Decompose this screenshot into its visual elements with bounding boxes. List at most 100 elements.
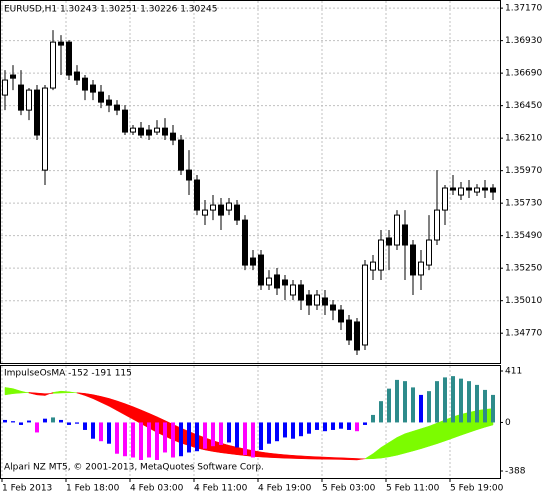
candle-body	[178, 139, 184, 171]
histogram-bar	[75, 422, 79, 424]
histogram-bar	[339, 422, 343, 429]
candle-body	[306, 294, 312, 306]
candle-body	[266, 277, 272, 286]
histogram-bar	[387, 388, 391, 423]
histogram-bar	[43, 418, 47, 423]
y-tick-label: 1.36450	[505, 101, 542, 111]
histogram-bar	[115, 422, 119, 454]
histogram-bar	[363, 422, 367, 425]
y-tick-label: 1.35970	[505, 166, 542, 176]
main-frame	[0, 0, 501, 364]
histogram-bar	[211, 422, 215, 447]
band-segment	[348, 457, 358, 461]
histogram-bar	[91, 422, 95, 439]
histogram-bar	[451, 376, 455, 423]
candle-body	[434, 209, 440, 241]
candle-body	[138, 127, 144, 136]
y-tick-label: 1.34770	[505, 329, 542, 339]
candle-body	[394, 214, 400, 246]
candle-body	[482, 187, 488, 191]
histogram-bar	[67, 422, 71, 425]
histogram-bar	[395, 379, 399, 423]
candle-body	[146, 129, 152, 136]
candle-body	[58, 41, 64, 46]
candle-body	[410, 244, 416, 276]
candle-body	[82, 77, 88, 91]
band-segment	[276, 453, 286, 459]
histogram-bar	[483, 389, 487, 423]
histogram-bar	[219, 422, 223, 445]
band-segment	[268, 452, 278, 459]
candle-body	[282, 279, 288, 286]
histogram-bar	[307, 422, 311, 434]
x-tick-label: 1 Feb 18:00	[66, 484, 120, 494]
histogram-bar	[99, 422, 103, 442]
band-segment	[4, 387, 14, 396]
y-tick-label: 1.36690	[505, 69, 542, 79]
candle-body	[466, 187, 472, 191]
histogram-bar	[139, 422, 143, 460]
histogram-bar	[379, 401, 383, 423]
marks	[2, 30, 496, 461]
band-segment	[292, 455, 302, 459]
band-segment	[300, 455, 310, 460]
band-segment	[316, 456, 326, 460]
candle-body	[322, 297, 328, 306]
histogram-bar	[259, 422, 263, 450]
histogram-bar	[11, 421, 15, 423]
candle-body	[298, 284, 304, 301]
band-segment	[404, 430, 414, 454]
candle-body	[202, 209, 208, 216]
candle-body	[290, 284, 296, 296]
candle-body	[42, 87, 48, 171]
candle-body	[226, 202, 232, 211]
x-tick-label: 5 Feb 11:00	[386, 484, 440, 494]
candle-body	[442, 187, 448, 211]
band-segment	[308, 456, 318, 460]
candle-body	[338, 309, 344, 323]
y-tick-label: 1.36210	[505, 134, 542, 144]
y-tick-label: 1.35250	[505, 264, 542, 274]
sub-frame	[0, 365, 501, 479]
histogram-bar	[27, 420, 31, 423]
candle-body	[386, 237, 392, 246]
candle-body	[186, 169, 192, 181]
candle-body	[490, 187, 496, 193]
candle-body	[330, 304, 336, 311]
candle-body	[26, 89, 32, 111]
histogram-bar	[411, 387, 415, 423]
histogram-bar	[467, 381, 471, 423]
candle-body	[362, 264, 368, 346]
histogram-bar	[51, 417, 55, 423]
band-segment	[340, 457, 350, 460]
band-segment	[420, 425, 430, 450]
histogram-bar	[403, 381, 407, 423]
histogram-bar	[19, 422, 23, 425]
candle-body	[354, 321, 360, 351]
candle-body	[170, 132, 176, 141]
candle-body	[234, 204, 240, 221]
candle-body	[154, 127, 160, 133]
y-tick-label: 1.35010	[505, 296, 542, 306]
indicator-title: ImpulseOsMA -152 -191 115	[4, 369, 132, 379]
grid: 1.37170 1.36930 1.36690 1.36450 1.36210 1.359…	[1, 1, 542, 494]
x-tick-label: 4 Feb 11:00	[194, 484, 248, 494]
histogram-bar	[155, 422, 159, 460]
histogram-bar	[235, 422, 239, 448]
y-tick-label: 1.35490	[505, 231, 542, 241]
candle-body	[194, 179, 200, 211]
candle-body	[370, 261, 376, 271]
candle-body	[66, 41, 72, 76]
histogram-bar	[107, 422, 111, 444]
histogram-bar	[147, 422, 151, 458]
histogram-bar	[323, 422, 327, 432]
candle-body	[218, 204, 224, 216]
histogram-bar	[171, 422, 175, 458]
histogram-bar	[291, 422, 295, 439]
x-tick-label: 4 Feb 19:00	[258, 484, 312, 494]
histogram-bar	[475, 384, 479, 423]
candle-body	[402, 224, 408, 246]
band-segment	[436, 419, 446, 445]
footer: Alpari NZ MT5, © 2001-2013, MetaQuotes S…	[4, 463, 264, 473]
